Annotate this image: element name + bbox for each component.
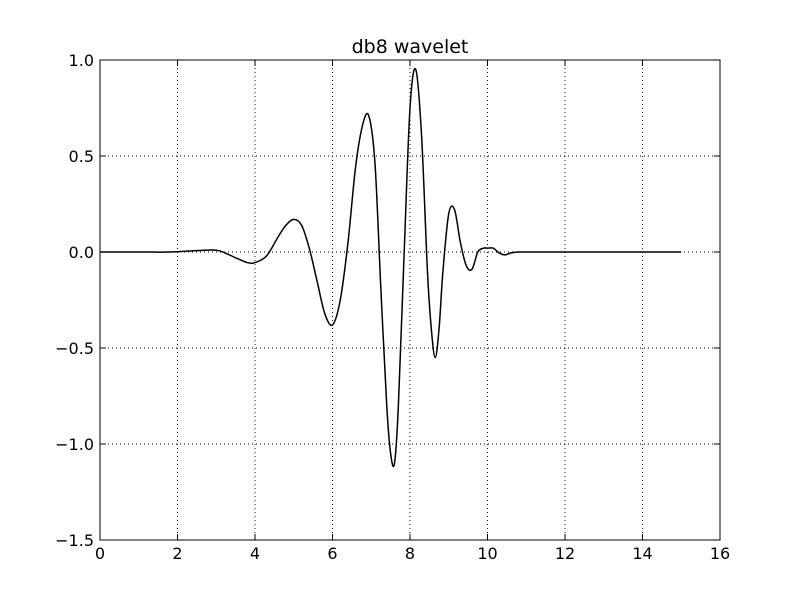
chart-title: db8 wavelet: [352, 36, 469, 58]
x-tick-labels: 0 2 4 6 8 10 12 14 16: [95, 544, 730, 563]
grid-lines: [100, 60, 720, 540]
series-line-db8: [100, 67, 682, 468]
y-tick-label: −0.5: [55, 339, 94, 358]
x-tick-label: 10: [477, 544, 497, 563]
x-tick-label: 8: [405, 544, 415, 563]
x-tick-label: 16: [710, 544, 730, 563]
x-tick-label: 0: [95, 544, 105, 563]
x-tick-label: 2: [172, 544, 182, 563]
y-tick-label: −1.5: [55, 531, 94, 550]
y-tick-label: 1.0: [69, 51, 94, 70]
x-tick-label: 6: [327, 544, 337, 563]
tick-marks: [99, 59, 721, 541]
y-tick-label: −1.0: [55, 435, 94, 454]
x-tick-label: 4: [250, 544, 260, 563]
x-tick-label: 12: [555, 544, 575, 563]
y-tick-labels: 1.0 0.5 0.0 −0.5 −1.0 −1.5: [55, 51, 94, 550]
x-tick-label: 14: [632, 544, 652, 563]
y-tick-label: 0.0: [69, 243, 94, 262]
y-tick-label: 0.5: [69, 147, 94, 166]
